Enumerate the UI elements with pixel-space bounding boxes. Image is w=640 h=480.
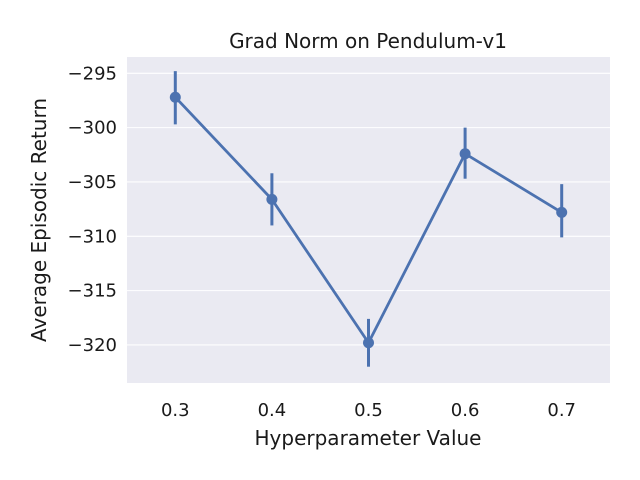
- x-tick-label: 0.4: [258, 400, 287, 421]
- x-tick-label: 0.7: [547, 400, 576, 421]
- y-tick-labels: −295 −300 −305 −310 −315 −320: [68, 63, 117, 356]
- y-axis-label: Average Episodic Return: [27, 98, 51, 342]
- data-points: [169, 91, 568, 349]
- x-tick-labels: 0.3 0.4 0.5 0.6 0.7: [161, 400, 576, 421]
- x-tick-label: 0.6: [451, 400, 480, 421]
- y-tick-label: −300: [68, 118, 117, 139]
- y-tick-label: −305: [68, 172, 117, 193]
- x-axis-label: Hyperparameter Value: [255, 426, 482, 450]
- x-tick-label: 0.5: [354, 400, 383, 421]
- y-tick-label: −315: [68, 281, 117, 302]
- y-tick-label: −310: [68, 226, 117, 247]
- data-point: [266, 193, 278, 205]
- data-point: [459, 148, 471, 160]
- chart-title: Grad Norm on Pendulum-v1: [229, 29, 507, 53]
- y-tick-label: −320: [68, 335, 117, 356]
- data-point: [169, 91, 181, 103]
- x-tick-label: 0.3: [161, 400, 190, 421]
- data-point: [556, 206, 568, 218]
- y-tick-label: −295: [68, 63, 117, 84]
- data-point: [363, 337, 374, 349]
